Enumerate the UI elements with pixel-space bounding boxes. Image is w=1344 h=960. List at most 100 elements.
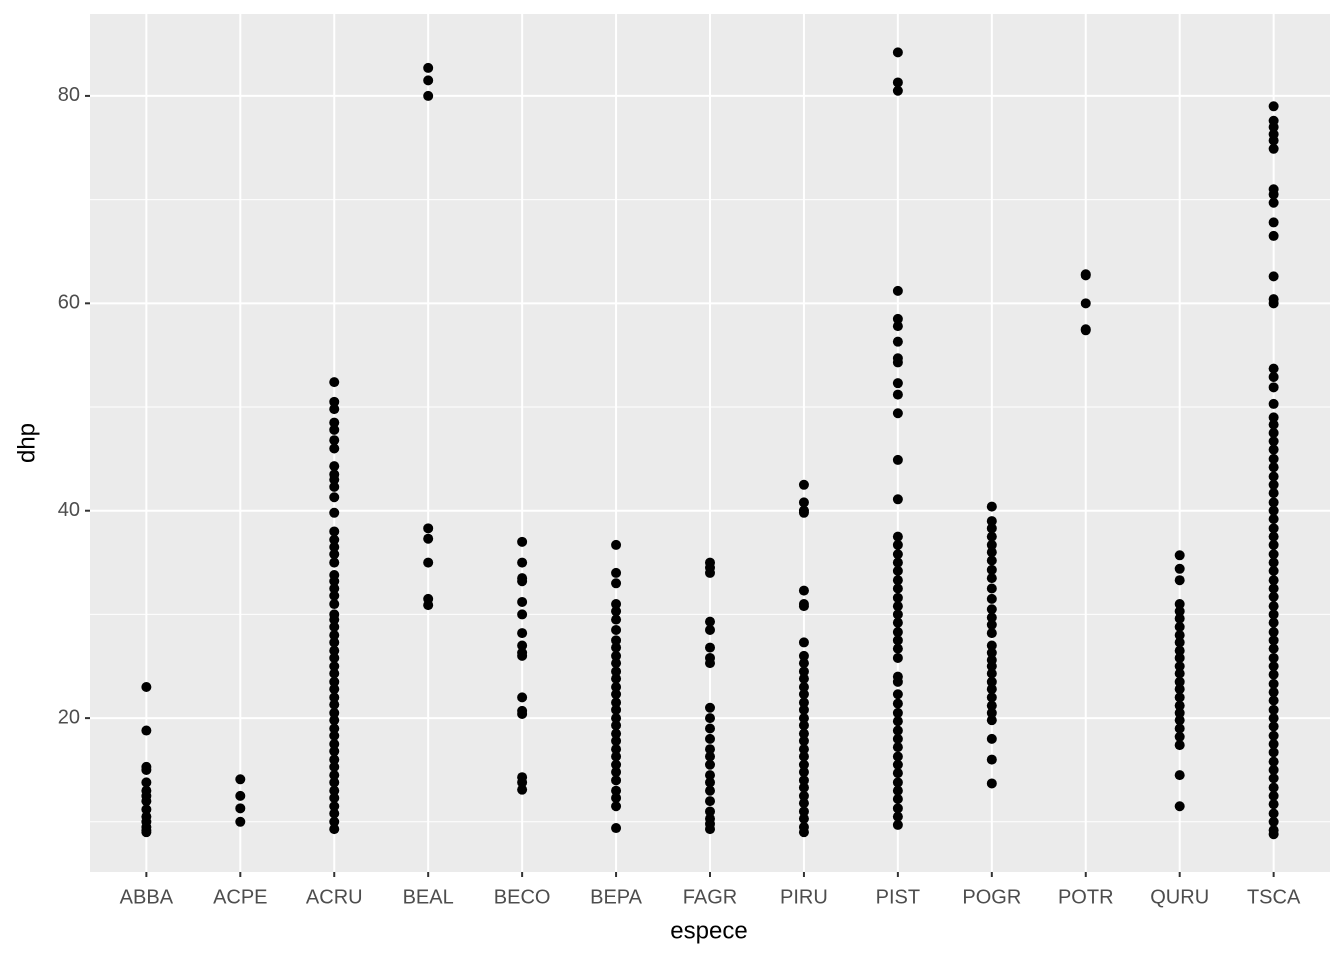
point — [329, 723, 340, 734]
point — [517, 557, 528, 568]
point — [986, 573, 997, 584]
point — [611, 697, 622, 708]
point — [611, 728, 622, 739]
point — [798, 782, 809, 793]
point — [423, 523, 434, 534]
point — [892, 803, 903, 814]
point — [1174, 621, 1185, 632]
point — [1268, 773, 1279, 784]
point — [611, 744, 622, 755]
point — [1268, 549, 1279, 560]
point — [892, 531, 903, 542]
x-tick-label: TSCA — [1247, 886, 1301, 908]
point — [798, 585, 809, 596]
x-tick-label: BEPA — [590, 886, 643, 908]
point — [1174, 661, 1185, 672]
point — [892, 617, 903, 628]
y-tick-label: 20 — [58, 706, 80, 728]
point — [1268, 721, 1279, 732]
point — [798, 744, 809, 755]
point — [705, 658, 715, 669]
point — [517, 640, 528, 651]
point — [986, 619, 997, 630]
point — [329, 761, 340, 772]
point — [892, 768, 903, 779]
point — [1268, 756, 1279, 767]
point — [892, 785, 903, 796]
point — [798, 650, 809, 661]
point — [798, 689, 809, 700]
point — [329, 507, 340, 518]
point — [986, 555, 997, 566]
point — [798, 601, 809, 612]
point — [705, 702, 715, 713]
point — [329, 684, 340, 695]
point — [798, 806, 809, 817]
point — [1174, 740, 1185, 751]
point — [1174, 575, 1185, 586]
point — [798, 751, 809, 762]
point — [611, 624, 622, 635]
point — [1268, 583, 1279, 594]
point — [1268, 730, 1279, 741]
point — [705, 616, 715, 627]
point — [892, 454, 903, 465]
point — [1268, 557, 1279, 568]
y-tick-label: 60 — [58, 292, 80, 314]
x-tick-label: QURU — [1150, 886, 1209, 908]
point — [892, 676, 903, 687]
point — [329, 746, 340, 757]
point — [1268, 419, 1279, 430]
point — [1268, 436, 1279, 447]
point — [611, 751, 622, 762]
point — [1268, 799, 1279, 810]
point — [892, 357, 903, 368]
point — [798, 497, 809, 508]
point — [986, 692, 997, 703]
point — [986, 523, 997, 534]
point — [517, 609, 528, 620]
point — [329, 652, 340, 663]
point — [611, 578, 622, 589]
point — [235, 790, 246, 801]
point — [986, 604, 997, 615]
point — [986, 531, 997, 542]
point — [611, 792, 622, 803]
point — [986, 564, 997, 575]
point — [1268, 739, 1279, 750]
point — [329, 777, 340, 788]
point — [798, 673, 809, 684]
point — [1268, 808, 1279, 819]
point — [892, 378, 903, 389]
point — [798, 827, 809, 838]
point — [798, 704, 809, 715]
point — [1174, 684, 1185, 695]
x-tick-label: FAGR — [683, 886, 737, 908]
point — [986, 612, 997, 623]
point — [329, 770, 340, 781]
point — [329, 637, 340, 648]
point — [1268, 363, 1279, 374]
point — [798, 720, 809, 731]
point — [1268, 271, 1279, 282]
point — [798, 713, 809, 724]
point — [986, 539, 997, 550]
point — [611, 614, 622, 625]
point — [798, 735, 809, 746]
point — [1268, 713, 1279, 724]
point — [141, 804, 152, 815]
point — [705, 796, 715, 807]
point — [986, 628, 997, 639]
point — [892, 539, 903, 550]
point — [705, 759, 715, 770]
point — [1268, 704, 1279, 715]
point — [1268, 678, 1279, 689]
point — [1268, 382, 1279, 393]
point — [1174, 668, 1185, 679]
point — [1268, 539, 1279, 550]
point — [611, 666, 622, 677]
point — [1174, 563, 1185, 574]
point — [1268, 514, 1279, 525]
point — [517, 777, 528, 788]
point — [986, 501, 997, 512]
